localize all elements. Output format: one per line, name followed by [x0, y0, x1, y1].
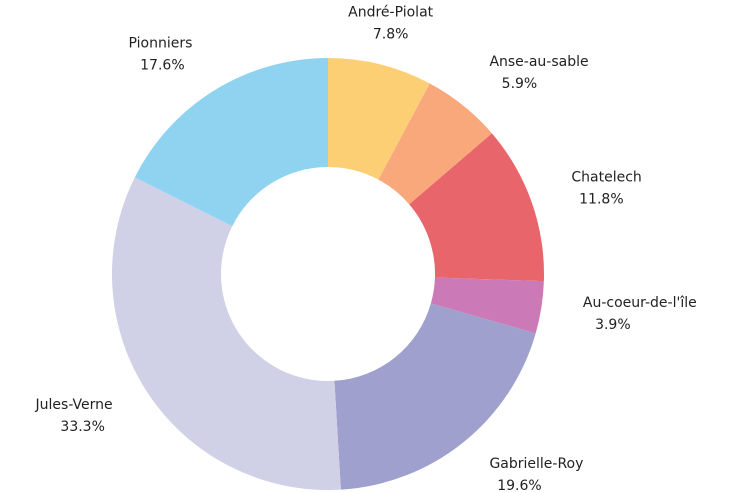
slice-value: 5.9%	[502, 76, 538, 92]
slice-value: 3.9%	[595, 317, 631, 333]
slice-label: Chatelech	[571, 169, 641, 185]
slice	[134, 57, 328, 227]
slice-label: Jules-Verne	[35, 397, 113, 413]
slice-value: 11.8%	[579, 191, 623, 207]
slice-label: Au-coeur-de-l'île	[583, 295, 697, 311]
slice-label: Anse-au-sable	[489, 54, 588, 70]
slice	[328, 58, 430, 180]
slice-value: 33.3%	[60, 419, 104, 435]
slice-value: 7.8%	[373, 27, 409, 43]
slice	[334, 303, 536, 490]
slice-label: Gabrielle-Roy	[489, 456, 583, 472]
slice	[378, 83, 492, 205]
slice-value: 19.6%	[497, 478, 541, 493]
slice-value: 17.6%	[140, 58, 184, 74]
slice	[409, 133, 544, 282]
slice	[111, 177, 341, 491]
slice-label: Pionniers	[128, 36, 192, 52]
slice	[430, 277, 544, 334]
slice-label: André-Piolat	[348, 5, 434, 21]
